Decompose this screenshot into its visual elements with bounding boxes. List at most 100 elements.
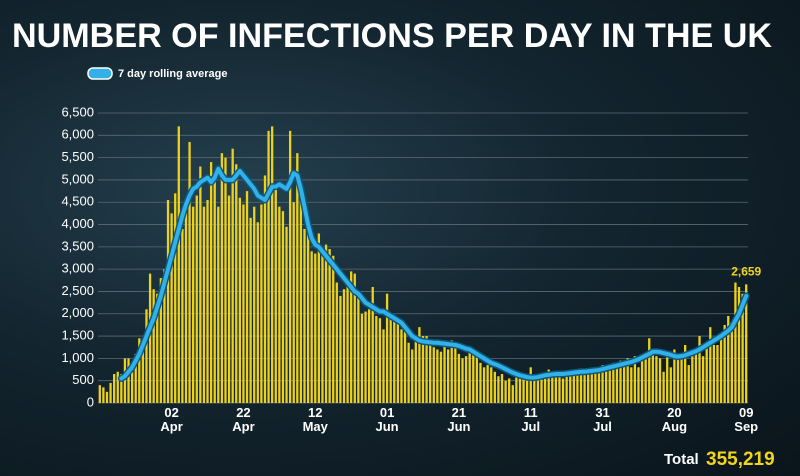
bar [648, 338, 651, 403]
bar [156, 293, 159, 403]
bar [446, 349, 450, 403]
bar [389, 316, 392, 403]
bar [120, 374, 123, 403]
bar [213, 173, 216, 403]
bar [407, 342, 410, 403]
bar [432, 347, 435, 403]
bar [102, 387, 105, 403]
bar [339, 295, 342, 403]
bar [195, 195, 198, 403]
bar [655, 356, 658, 403]
x-tick-label: 31 Jul [593, 405, 612, 434]
bar [508, 378, 511, 403]
bar [493, 371, 496, 403]
bar [605, 369, 608, 403]
bar [141, 338, 145, 403]
bar [716, 345, 719, 403]
legend-swatch [87, 67, 113, 80]
bar [249, 217, 252, 403]
bar [385, 293, 389, 403]
bar [256, 222, 259, 403]
bar [525, 380, 529, 403]
y-tick-label: 4,500 [61, 194, 94, 209]
bar [332, 255, 335, 403]
bar [709, 327, 712, 403]
bar [328, 249, 331, 403]
x-tick-label: 09 Sep [734, 405, 759, 434]
bar [400, 329, 403, 403]
bar [267, 130, 270, 403]
bar [306, 229, 310, 403]
bar [134, 353, 137, 403]
bar [260, 204, 263, 403]
bar [421, 336, 425, 403]
x-tick-label: 20 Aug [661, 405, 688, 434]
bar [454, 345, 457, 403]
bar [698, 336, 701, 403]
bar [712, 345, 716, 403]
bar [529, 367, 532, 403]
y-tick-label: 1,500 [61, 328, 94, 343]
bar [411, 349, 414, 403]
bar [170, 213, 173, 403]
data-label: 2,659 [731, 265, 761, 279]
bar [231, 148, 234, 403]
bar [274, 188, 277, 403]
bar [299, 197, 303, 403]
x-tick-label: 21 Jun [447, 405, 471, 434]
legend-label: 7 day rolling average [118, 68, 227, 80]
bar [429, 340, 432, 403]
y-tick-label: 5,500 [61, 149, 94, 164]
bar [583, 371, 586, 403]
bar [166, 200, 170, 403]
bar [737, 287, 741, 403]
bar [597, 369, 601, 403]
bar [303, 229, 306, 403]
bar [497, 376, 500, 403]
bar [543, 378, 547, 403]
bar [651, 353, 654, 403]
bar [482, 367, 486, 403]
y-tick-label: 0 [87, 394, 94, 409]
bar [263, 175, 267, 403]
bar [123, 358, 127, 403]
total-value: 355,219 [706, 449, 775, 470]
bar [464, 356, 468, 403]
bar [296, 153, 299, 403]
bar [152, 289, 155, 403]
bar [569, 374, 572, 403]
bar [612, 362, 615, 403]
bar [335, 282, 338, 403]
bar [113, 374, 116, 403]
bar [314, 253, 317, 403]
bar [558, 376, 561, 403]
y-tick-label: 1,000 [61, 350, 94, 365]
bar [220, 153, 224, 403]
bar [719, 338, 723, 403]
bar [515, 376, 518, 403]
bar [360, 313, 364, 403]
bar [188, 142, 191, 403]
bar [608, 367, 611, 403]
bar [436, 349, 439, 403]
bar [130, 371, 134, 403]
bar [479, 362, 482, 403]
bar [184, 206, 188, 403]
y-tick-label: 6,500 [61, 104, 94, 119]
y-tick-label: 6,000 [61, 127, 94, 142]
bar [206, 200, 209, 403]
y-tick-label: 4,000 [61, 216, 94, 231]
chart-title: NUMBER OF INFECTIONS PER DAY IN THE UK [12, 17, 772, 55]
bar [278, 206, 281, 403]
bar [673, 349, 676, 403]
y-tick-label: 2,000 [61, 305, 94, 320]
bar [640, 356, 644, 403]
bar [547, 369, 550, 403]
bar [353, 273, 356, 403]
bar [658, 358, 662, 403]
x-tick-label: 12 May [302, 405, 328, 434]
bar [533, 376, 536, 403]
y-tick-label: 3,000 [61, 261, 94, 276]
bar [637, 367, 640, 403]
bar [666, 353, 669, 403]
